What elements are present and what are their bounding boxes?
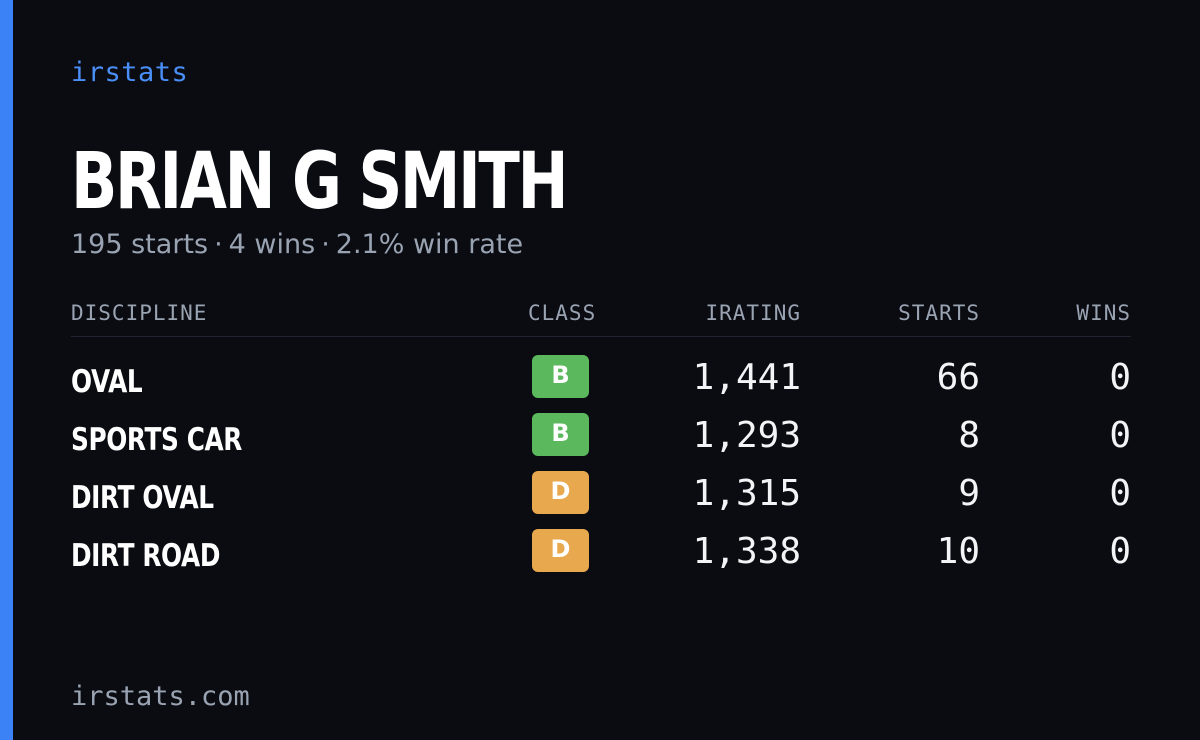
starts-value: 10 <box>936 531 980 572</box>
wins-value: 0 <box>1109 415 1131 456</box>
wins-summary: 4 wins <box>228 229 316 260</box>
column-header-irating: IRATING <box>705 301 801 325</box>
table-row: DIRT OVAL D 1,315 9 0 <box>71 469 1131 527</box>
starts-summary: 195 starts <box>71 229 209 260</box>
discipline-table: DISCIPLINE CLASS IRATING STARTS WINS OVA… <box>71 296 1131 585</box>
discipline-name: DIRT ROAD <box>71 538 221 574</box>
irating-value: 1,441 <box>692 357 801 398</box>
wins-value: 0 <box>1109 531 1131 572</box>
table-header: DISCIPLINE CLASS IRATING STARTS WINS <box>71 296 1131 337</box>
irating-value: 1,293 <box>692 415 801 456</box>
starts-value: 66 <box>936 357 980 398</box>
discipline-name: SPORTS CAR <box>71 422 243 458</box>
discipline-name: DIRT OVAL <box>71 480 214 516</box>
column-header-wins: WINS <box>1076 301 1131 325</box>
class-badge: D <box>532 471 589 514</box>
wins-value: 0 <box>1109 473 1131 514</box>
separator: · <box>321 229 330 260</box>
table-row: SPORTS CAR B 1,293 8 0 <box>71 411 1131 469</box>
separator: · <box>214 229 223 260</box>
class-badge: B <box>532 355 589 398</box>
starts-value: 8 <box>958 415 980 456</box>
starts-value: 9 <box>958 473 980 514</box>
table-row: OVAL B 1,441 66 0 <box>71 353 1131 411</box>
player-name: BRIAN G SMITH <box>71 137 569 227</box>
wins-value: 0 <box>1109 357 1131 398</box>
discipline-name: OVAL <box>71 364 143 400</box>
accent-bar <box>0 0 13 740</box>
player-summary: 195 starts · 4 wins · 2.1% win rate <box>71 228 523 262</box>
irating-value: 1,338 <box>692 531 801 572</box>
table-body: OVAL B 1,441 66 0 SPORTS CAR B 1,293 8 0… <box>71 353 1131 585</box>
table-row: DIRT ROAD D 1,338 10 0 <box>71 527 1131 585</box>
column-header-discipline: DISCIPLINE <box>71 301 208 325</box>
irating-value: 1,315 <box>692 473 801 514</box>
class-badge: D <box>532 529 589 572</box>
brand-logo: irstats <box>71 57 189 88</box>
footer-url[interactable]: irstats.com <box>71 681 250 712</box>
column-header-class: CLASS <box>528 301 597 325</box>
class-badge: B <box>532 413 589 456</box>
win-rate-summary: 2.1% win rate <box>335 229 524 260</box>
column-header-starts: STARTS <box>898 301 980 325</box>
